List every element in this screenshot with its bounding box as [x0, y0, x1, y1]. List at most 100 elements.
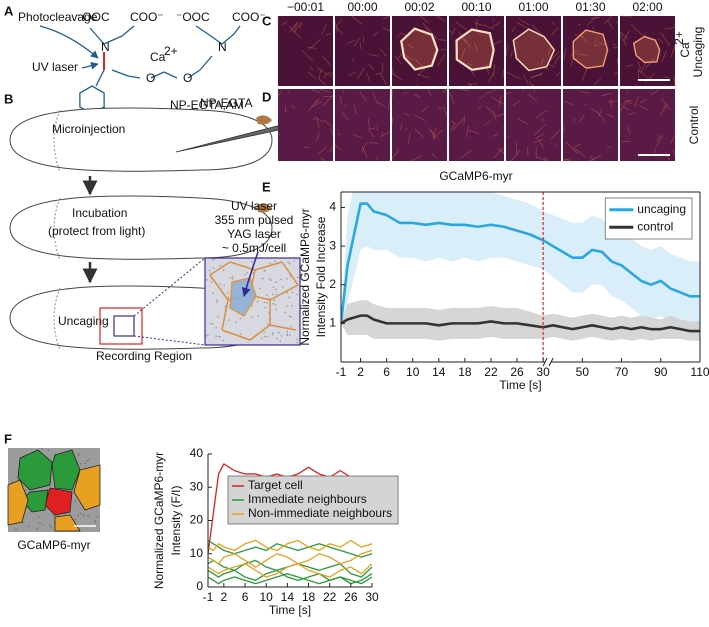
micrograph-texture: [522, 73, 529, 86]
image-caption: GCaMP6-myr: [17, 538, 90, 552]
texture-dot: [22, 521, 25, 524]
texture-dot: [231, 278, 234, 280]
micrograph-texture: [291, 104, 295, 109]
micrograph-texture: [330, 128, 334, 136]
micrograph-texture: [484, 121, 490, 126]
micrograph-texture: [505, 45, 509, 57]
texture-dot: [212, 323, 214, 325]
micrograph-texture: [586, 16, 596, 26]
texture-dot: [271, 333, 274, 336]
bond: [199, 55, 213, 71]
micrograph-texture: [323, 73, 328, 79]
texture-dot: [274, 288, 277, 291]
texture-dot: [286, 291, 288, 294]
texture-dot: [37, 515, 40, 518]
embryo: [9, 195, 273, 260]
laser-label: 355 nm pulsed: [215, 213, 294, 227]
micrograph-texture: [492, 19, 495, 22]
micrograph-texture: [625, 64, 634, 68]
micrograph-texture: [448, 29, 453, 34]
annotation: Photocleavage: [18, 10, 98, 24]
micrograph-texture: [323, 119, 333, 127]
micrograph-texture: [650, 89, 660, 96]
step-label: Uncaging: [58, 314, 109, 328]
texture-dot: [208, 269, 211, 272]
micrograph-texture: [590, 16, 600, 20]
micrograph-texture: [316, 132, 320, 142]
micrograph-texture: [661, 98, 671, 111]
micrograph-texture: [356, 67, 365, 80]
micrograph-texture: [644, 58, 656, 69]
micrograph-texture: [638, 104, 649, 111]
micrograph-texture: [474, 41, 478, 51]
legend: uncaging control: [604, 197, 693, 240]
micrograph-texture: [637, 69, 649, 79]
y-tick-label: 2: [329, 277, 336, 291]
texture-dot: [269, 262, 272, 265]
texture-dot: [207, 333, 209, 336]
chemical-group: COO⁻: [232, 10, 266, 24]
cell-outline: [221, 329, 251, 341]
legend-label: uncaging: [637, 202, 686, 216]
texture-dot: [226, 292, 229, 294]
micrograph-texture: [307, 71, 317, 80]
micrograph-texture: [450, 123, 456, 131]
texture-dot: [15, 528, 17, 531]
texture-dot: [251, 260, 253, 263]
x-tick-label: 6: [242, 590, 249, 604]
micrograph-texture: [420, 15, 429, 24]
cell-outline: [209, 261, 231, 276]
micrograph-texture: [490, 96, 504, 104]
plot-area: [341, 192, 700, 341]
micrograph-texture: [308, 66, 314, 71]
micrograph-texture: [442, 89, 448, 94]
bond: [221, 33, 235, 45]
micrograph-texture: [546, 110, 548, 112]
micrograph-texture: [404, 128, 408, 131]
micrograph: [335, 89, 390, 161]
uncaged-cell: [455, 28, 495, 72]
micrograph-texture: [336, 27, 344, 35]
micrograph-texture: [428, 128, 438, 139]
texture-dot: [268, 297, 270, 300]
micrograph-texture: [301, 49, 314, 62]
micrograph-texture: [527, 93, 538, 102]
micrograph-texture: [410, 155, 423, 162]
axis-break: [542, 357, 548, 367]
micrograph: [278, 89, 333, 161]
texture-dot: [38, 521, 41, 524]
micrograph-texture: [433, 37, 438, 44]
micrograph-texture: [377, 102, 386, 108]
micrograph-texture: [287, 90, 290, 93]
micrograph-texture: [320, 157, 326, 162]
texture-dot: [289, 334, 291, 337]
y-tick-label: 30: [190, 479, 204, 493]
texture-dot: [212, 267, 215, 269]
micrograph-texture: [361, 146, 368, 158]
texture-dot: [263, 270, 265, 272]
texture-dot: [243, 274, 246, 277]
micrograph-texture: [595, 109, 606, 122]
micrograph-texture: [488, 73, 494, 82]
micrograph-texture: [533, 123, 546, 136]
chemical-group: O: [183, 71, 192, 85]
texture-dot: [260, 337, 263, 340]
texture-dot: [210, 322, 212, 325]
micrograph-texture: [623, 29, 630, 42]
x-tick-label: 2: [357, 365, 364, 379]
micrograph-texture: [379, 48, 388, 57]
micrograph-texture: [627, 126, 631, 135]
texture-dot: [74, 500, 76, 503]
embryo-inner: [53, 287, 61, 351]
texture-dot: [272, 286, 275, 288]
micrograph-texture: [547, 45, 552, 56]
micrograph-texture: [340, 110, 350, 121]
texture-dot: [223, 284, 226, 286]
micrograph-texture: [494, 113, 505, 118]
micrograph: [506, 89, 561, 161]
micrograph-texture: [619, 101, 627, 113]
micrograph-texture: [589, 155, 602, 162]
texture-dot: [251, 316, 254, 318]
micrograph-texture: [407, 44, 415, 49]
micrograph-texture: [543, 156, 549, 162]
